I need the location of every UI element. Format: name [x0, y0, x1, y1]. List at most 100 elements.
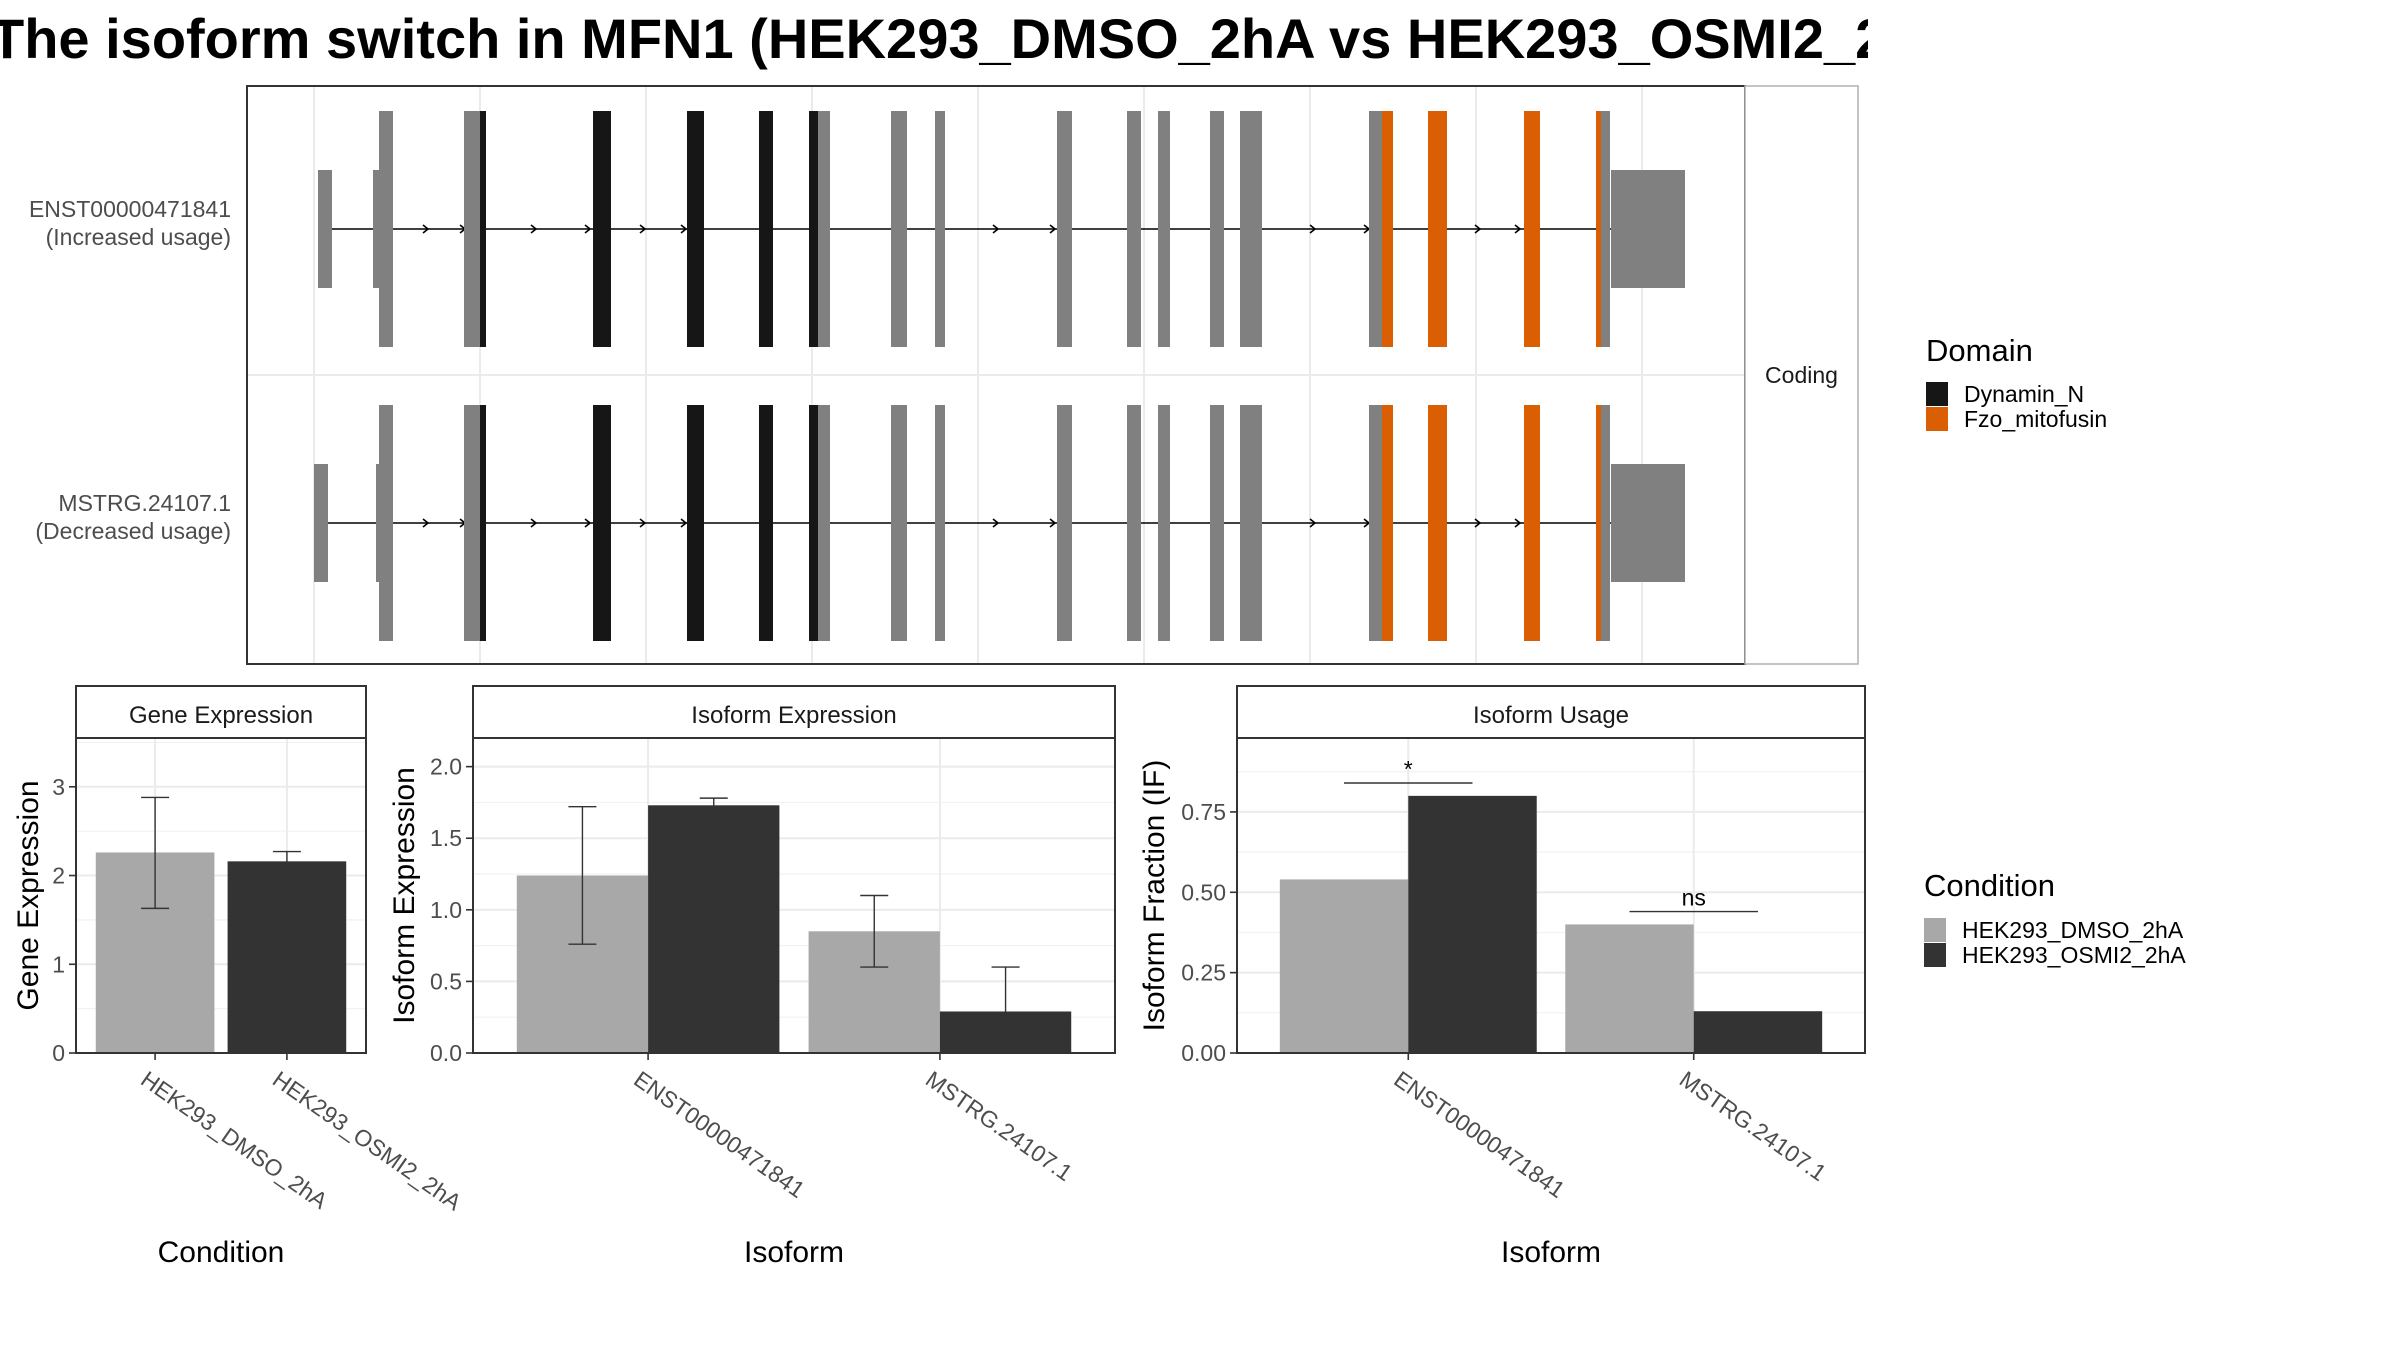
- y-tick-label: 0: [52, 1040, 65, 1066]
- cds-exon: [818, 405, 830, 641]
- transcript-label-usage: (Decreased usage): [35, 518, 231, 544]
- y-tick-label: 0.25: [1181, 960, 1226, 986]
- intron-arrow: [530, 518, 538, 528]
- cds-exon: [891, 405, 907, 641]
- domain-dynamin-exon: [759, 111, 773, 347]
- domain-fzo-exon: [1382, 405, 1393, 641]
- intron-arrow: [1474, 518, 1482, 528]
- intron-arrow: [1474, 224, 1482, 234]
- x-axis-label: Condition: [158, 1236, 285, 1269]
- transcript-label-usage: (Increased usage): [46, 224, 231, 250]
- bar-osmi: [648, 805, 780, 1053]
- y-axis-label: Isoform Expression: [388, 767, 421, 1024]
- strip-title: Gene Expression: [129, 702, 313, 729]
- x-axis-label: Isoform: [1501, 1236, 1601, 1269]
- domain-fzo-exon: [1524, 405, 1540, 641]
- bar-osmi: [227, 861, 347, 1053]
- condition-legend-swatch: [1924, 918, 1946, 942]
- domain-fzo-exon: [1524, 111, 1540, 347]
- intron-arrow: [639, 518, 647, 528]
- cds-exon: [935, 405, 945, 641]
- utr-block: [1611, 170, 1685, 288]
- domain-legend-swatch: [1926, 382, 1948, 406]
- utr-block: [318, 170, 332, 288]
- cds-exon: [1158, 111, 1170, 347]
- cds-exon: [1240, 405, 1262, 641]
- cds-exon: [935, 111, 945, 347]
- chart-panel-1: Isoform Expression 0.0 0.5 1.0 1.5 2.0 ENST000…: [388, 685, 1116, 1269]
- domain-dynamin-exon: [687, 111, 704, 347]
- facet-strip: [1744, 85, 1859, 665]
- x-tick-label: MSTRG.24107.1: [921, 1066, 1077, 1186]
- intron-arrow: [584, 224, 592, 234]
- chart-panel-2: * ns Isoform Usage 0.00 0.25 0.50 0.75 ENST0000…: [1138, 685, 1866, 1269]
- intron-arrow: [1049, 518, 1057, 528]
- domain-dynamin-exon: [809, 405, 818, 641]
- y-tick-label: 0.0: [430, 1040, 462, 1066]
- cds-exon: [1369, 111, 1382, 347]
- domain-legend-label: Dynamin_N: [1964, 381, 2084, 407]
- intron-arrow: [992, 518, 1000, 528]
- transcript-MSTRG.24107.1: [314, 405, 1685, 641]
- intron-arrow: [1309, 224, 1317, 234]
- strip: [75, 685, 367, 739]
- domain-dynamin-exon: [759, 405, 773, 641]
- cds-exon: [1057, 111, 1072, 347]
- intron-arrow: [992, 224, 1000, 234]
- cds-exon: [1127, 111, 1141, 347]
- domain-legend-title: Domain: [1926, 333, 2033, 368]
- significance-label: ns: [1682, 885, 1706, 911]
- domain-dynamin-exon: [593, 405, 611, 641]
- y-tick-label: 3: [52, 774, 65, 800]
- strip: [1236, 685, 1866, 739]
- intron-arrow: [1514, 224, 1522, 234]
- y-tick-label: 0.5: [430, 968, 462, 994]
- cds-exon: [379, 111, 393, 347]
- strip-title: Isoform Usage: [1473, 702, 1629, 729]
- intron-arrow: [584, 518, 592, 528]
- domain-fzo-exon: [1428, 405, 1447, 641]
- domain-fzo-exon: [1382, 111, 1393, 347]
- y-axis-label: Isoform Fraction (IF): [1138, 760, 1171, 1032]
- cds-exon: [818, 111, 830, 347]
- cds-exon: [1210, 111, 1224, 347]
- condition-legend-label: HEK293_OSMI2_2hA: [1962, 942, 2186, 968]
- condition-legend-swatch: [1924, 943, 1946, 967]
- x-tick-label: MSTRG.24107.1: [1675, 1066, 1831, 1186]
- condition-legend-label: HEK293_DMSO_2hA: [1962, 917, 2184, 943]
- domain-dynamin-exon: [687, 405, 704, 641]
- chart-panel-0: Gene Expression0123HEK293_DMSO_2hAHEK293…: [12, 685, 467, 1269]
- bar-dmso: [1279, 879, 1409, 1053]
- cds-exon: [1600, 111, 1610, 347]
- domain-legend-label: Fzo_mitofusin: [1964, 406, 2107, 432]
- y-tick-label: 0.50: [1181, 879, 1226, 905]
- cds-exon: [379, 405, 393, 641]
- bar-osmi: [1693, 1011, 1823, 1053]
- domain-fzo-exon: [1428, 111, 1447, 347]
- utr-block: [373, 170, 379, 288]
- transcript-ENST00000471841: [318, 111, 1685, 347]
- x-tick-label: ENST00000471841: [1389, 1066, 1569, 1203]
- utr-block: [376, 464, 379, 582]
- bar-dmso: [1565, 924, 1694, 1053]
- y-tick-label: 2: [52, 863, 65, 889]
- domain-fzo-exon: [1596, 111, 1601, 347]
- intron-arrow: [680, 224, 688, 234]
- domain-dynamin-exon: [593, 111, 611, 347]
- domain-fzo-exon: [1596, 405, 1601, 641]
- x-axis-label: Isoform: [744, 1236, 844, 1269]
- strip: [472, 685, 1116, 739]
- cds-exon: [1369, 405, 1382, 641]
- utr-block: [314, 464, 328, 582]
- cds-exon: [1127, 405, 1141, 641]
- cds-exon: [1057, 405, 1072, 641]
- cds-exon: [1210, 405, 1224, 641]
- intron-arrow: [1514, 518, 1522, 528]
- cds-exon: [464, 405, 480, 641]
- transcript-label-id: ENST00000471841: [29, 196, 231, 222]
- cds-exon: [1158, 405, 1170, 641]
- y-axis-label: Gene Expression: [12, 780, 45, 1010]
- title-clip: The isoform switch in MFN1 (HEK293_DMSO_…: [0, 0, 1868, 80]
- y-tick-label: 0.00: [1181, 1040, 1226, 1066]
